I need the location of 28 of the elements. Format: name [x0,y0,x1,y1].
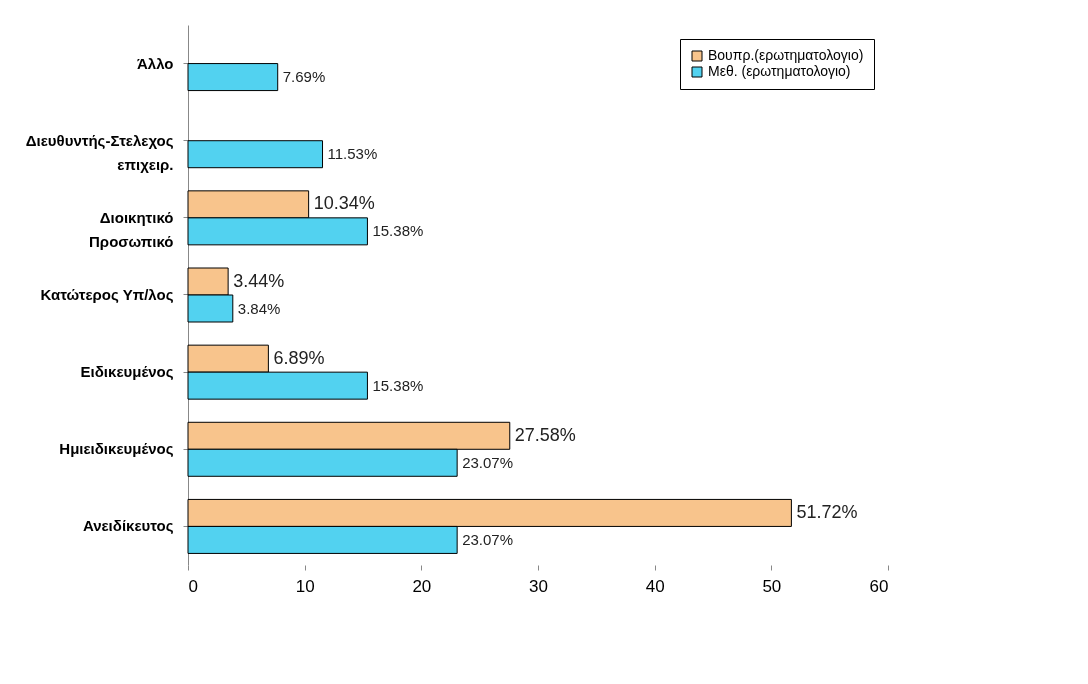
data-label: 10.34% [313,193,375,214]
legend-label: Μεθ. (ερωτηματολογιο) [708,63,851,79]
x-tick-label: 0 [188,576,198,596]
data-label: 11.53% [327,145,378,163]
y-tick-label: Διευθυντής-Στελεχος επιχειρ. [25,131,174,173]
data-label: 3.84% [237,299,281,317]
x-tick-label: 20 [412,576,432,596]
data-label: 7.69% [282,68,326,86]
x-tick-label: 10 [295,576,315,596]
data-label: 51.72% [796,501,858,522]
x-tick-label: 60 [869,576,889,596]
x-tick-label: 30 [529,576,548,596]
y-tick-label: Ημιειδικευμένος [59,440,174,458]
data-label: 27.58% [514,424,576,445]
data-label: 15.38% [372,222,424,240]
data-label: 15.38% [372,376,424,394]
data-label: 23.07% [462,453,514,471]
y-tick-label: Άλλο [137,54,174,72]
x-tick-label: 40 [645,576,665,596]
legend-label: Βουπρ.(ερωτηματολογιο) [708,47,864,63]
data-label: 6.89% [273,347,325,368]
y-tick-label: Κατώτερος Υπ/λος [40,286,174,303]
data-label: 23.07% [462,530,514,548]
y-tick-label: Ειδικευμένος [80,363,174,381]
y-tick-label: Διοικητικό Προσωπικό [89,208,174,250]
y-tick-label: Ανειδίκευτος [82,517,174,535]
x-tick-label: 50 [762,576,782,596]
data-label: 3.44% [233,270,285,291]
